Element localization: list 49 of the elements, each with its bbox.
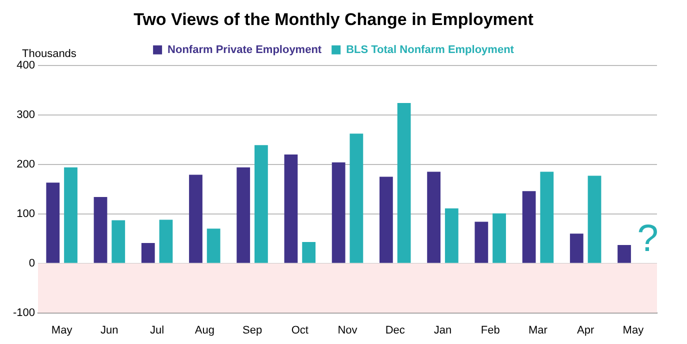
bar — [474, 222, 488, 263]
bar — [284, 154, 298, 263]
bar — [444, 208, 458, 263]
annotation: ? — [637, 218, 658, 260]
bar — [397, 103, 411, 263]
chart-title: Two Views of the Monthly Change in Employment — [134, 10, 534, 29]
bar — [427, 172, 441, 263]
y-tick-label: -100 — [12, 306, 36, 319]
x-tick-label: Dec — [385, 324, 406, 336]
bar — [159, 220, 173, 263]
bar — [540, 172, 554, 263]
legend-label: Nonfarm Private Employment — [168, 44, 322, 56]
y-tick-label: 200 — [16, 158, 36, 170]
bar — [64, 167, 78, 263]
x-tick-label: Feb — [480, 324, 500, 336]
bar — [189, 174, 202, 263]
x-tick-label: Jan — [434, 324, 452, 336]
x-tick-label: Nov — [338, 324, 358, 336]
bar — [618, 245, 631, 263]
y-axis-title: Thousands — [22, 48, 77, 60]
bar — [254, 145, 268, 263]
bar — [332, 162, 346, 263]
x-tick-label: Apr — [577, 324, 594, 336]
x-tick-label: May — [622, 324, 644, 336]
x-tick-label: Jun — [100, 324, 118, 336]
bar — [46, 182, 60, 263]
x-tick-label: Jul — [150, 324, 164, 336]
bar — [588, 176, 602, 263]
y-tick-label: 300 — [16, 108, 36, 121]
x-tick-label: Aug — [194, 324, 214, 336]
y-tick-label: 100 — [16, 208, 36, 220]
y-tick-label: 0 — [28, 257, 36, 270]
x-tick-label: Sep — [242, 324, 262, 336]
legend-label: BLS Total Nonfarm Employment — [346, 44, 514, 56]
bar — [570, 234, 584, 263]
bar — [380, 176, 393, 263]
x-tick-label: Mar — [528, 324, 548, 336]
x-tick-label: Oct — [291, 324, 308, 336]
bar — [302, 242, 316, 263]
y-tick-label: 400 — [16, 59, 36, 72]
bar — [112, 220, 126, 263]
bar — [492, 213, 506, 263]
bar — [141, 243, 155, 263]
bar — [522, 191, 536, 263]
bar — [236, 167, 250, 263]
bar — [94, 197, 108, 263]
bar — [206, 228, 220, 263]
x-tick-label: May — [51, 324, 73, 336]
bar — [350, 134, 364, 263]
